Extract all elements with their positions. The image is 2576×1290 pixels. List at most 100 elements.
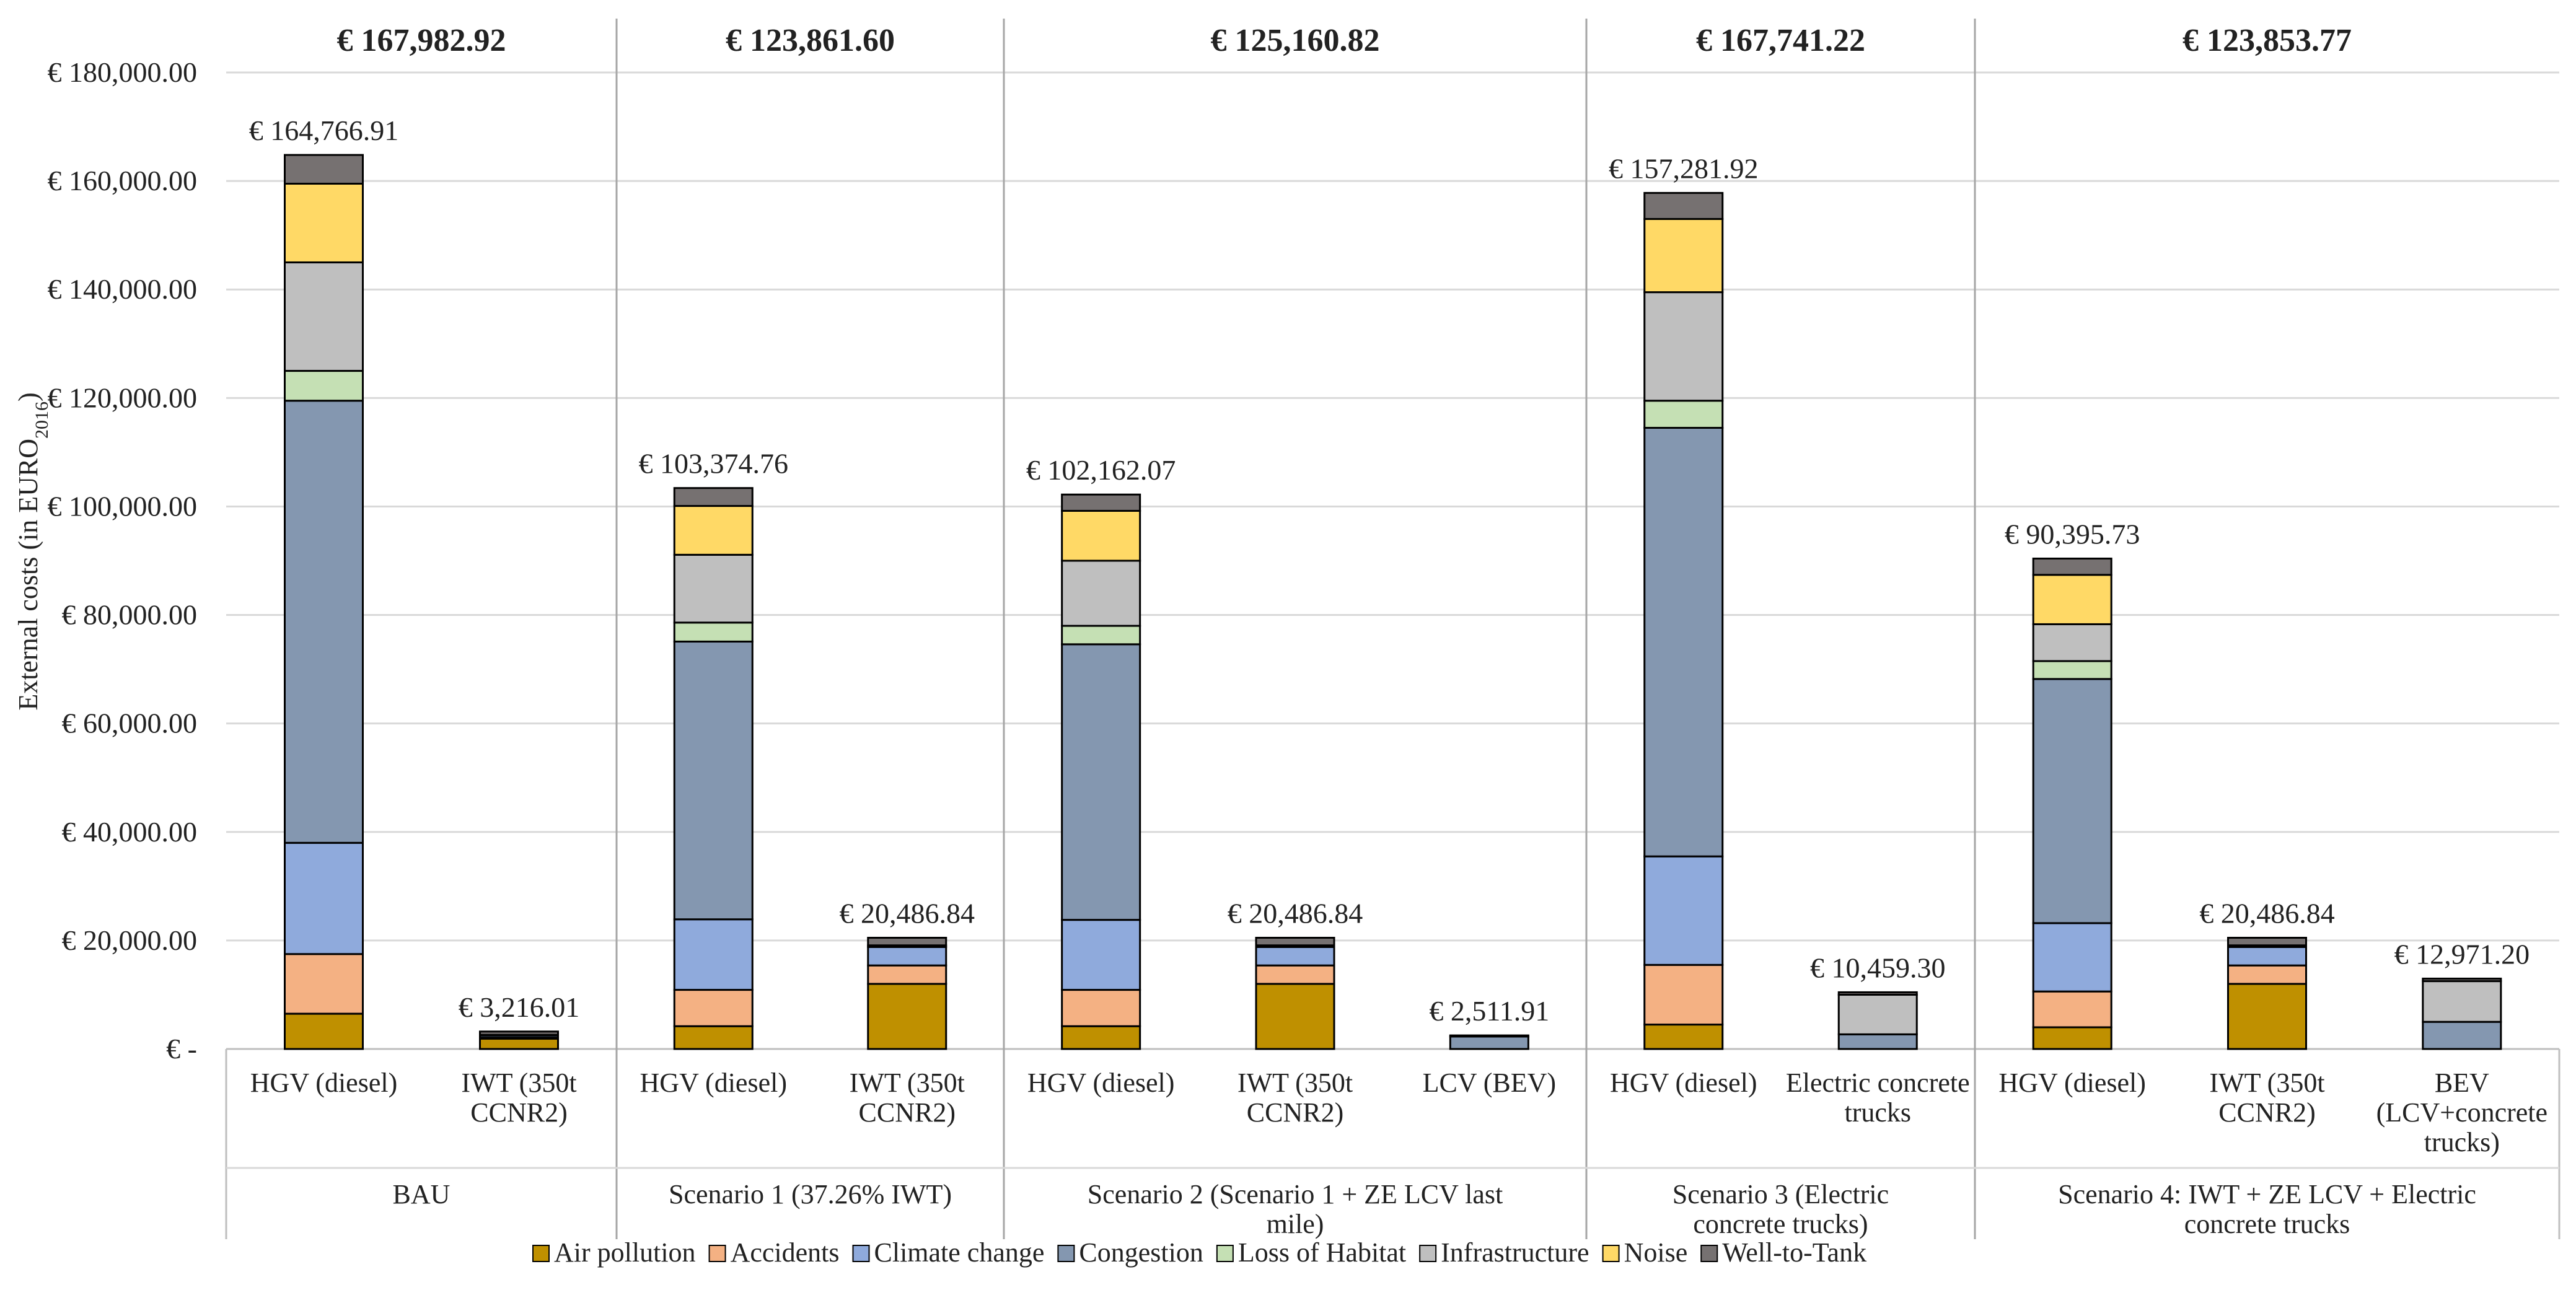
group-name-label: Scenario 1 (37.26% IWT) <box>669 1179 952 1209</box>
bar-segment-climate-change <box>673 918 754 991</box>
bar-segment-air-pollution <box>2032 1026 2112 1050</box>
bar-segment-air-pollution <box>2227 983 2307 1050</box>
legend-swatch <box>1602 1245 1620 1262</box>
group-name-label: BAU <box>393 1179 451 1209</box>
bar-segment-air-pollution <box>479 1037 559 1050</box>
legend-item: Noise <box>1602 1237 1688 1268</box>
legend-label: Noise <box>1624 1237 1688 1268</box>
legend-item: Accidents <box>708 1237 840 1268</box>
legend-label: Well-to-Tank <box>1722 1237 1866 1268</box>
bar-total-label: € 103,374.76 <box>639 448 789 480</box>
x-category-label: HGV (diesel) <box>1998 1068 2145 1098</box>
legend-swatch <box>1216 1245 1234 1262</box>
bar-segment-air-pollution <box>1061 1025 1141 1050</box>
bar-segment-noise <box>284 182 364 263</box>
x-category-label: HGV (diesel) <box>640 1068 787 1098</box>
legend-swatch <box>1057 1245 1075 1262</box>
y-tick-label: € 160,000.00 <box>48 165 198 196</box>
bar-segment-well-to-tank <box>2422 977 2502 983</box>
bar-segment-congestion <box>1837 1033 1918 1050</box>
plot-area: € - € 20,000.00 € 40,000.00 € 60,000.00 € 80… <box>48 19 2561 1239</box>
bar-segment-infrastructure <box>1449 1034 1529 1038</box>
bar-total-label: € 20,486.84 <box>1228 898 1363 929</box>
x-category-label: HGV (diesel) <box>1610 1068 1757 1098</box>
legend-label: Accidents <box>731 1237 840 1268</box>
bar-segment-infrastructure <box>673 553 754 624</box>
bar-segment-accidents <box>2227 964 2307 985</box>
bar-segment-noise <box>1643 217 1724 294</box>
bar-total-label: € 3,216.01 <box>459 991 580 1023</box>
bar-segment-well-to-tank <box>673 487 754 507</box>
y-tick-label: € - <box>166 1033 197 1064</box>
legend-item: Infrastructure <box>1419 1237 1589 1268</box>
legend-swatch <box>708 1245 726 1262</box>
bar-segment-climate-change <box>1643 855 1724 966</box>
bar-segment-noise <box>1061 509 1141 562</box>
bar-segment-infrastructure <box>284 261 364 372</box>
bar-segment-infrastructure <box>1643 291 1724 402</box>
bar-segment-well-to-tank <box>284 154 364 185</box>
group-total-label: € 125,160.82 <box>1211 23 1380 58</box>
legend-swatch <box>532 1245 550 1262</box>
x-category-label: BEV (LCV+concrete trucks) <box>2376 1068 2547 1157</box>
bar-segment-congestion <box>284 400 364 844</box>
x-category-label: IWT (350t CCNR2) <box>1237 1068 1353 1128</box>
bar-segment-congestion <box>1061 643 1141 921</box>
legend-item: Air pollution <box>532 1237 696 1268</box>
y-tick-label: € 20,000.00 <box>62 924 198 956</box>
y-axis-title: External costs (in EURO2016) <box>13 392 52 710</box>
bar-total-label: € 157,281.92 <box>1609 152 1759 184</box>
bar-segment-air-pollution <box>1255 983 1335 1050</box>
y-tick-label: € 180,000.00 <box>48 56 198 88</box>
bar-segment-well-to-tank <box>1837 991 1918 996</box>
bar-segment-accidents <box>1061 989 1141 1027</box>
bar-segment-noise <box>673 505 754 556</box>
group-total-label: € 167,741.22 <box>1696 23 1865 58</box>
bar-segment-accidents <box>1643 963 1724 1026</box>
legend-item: Congestion <box>1057 1237 1203 1268</box>
bar-segment-congestion <box>1449 1035 1529 1050</box>
bar-segment-accidents <box>673 989 754 1027</box>
legend-item: Climate change <box>852 1237 1045 1268</box>
x-category-label: HGV (diesel) <box>1027 1068 1174 1098</box>
bar-segment-congestion <box>2032 678 2112 924</box>
legend-label: Infrastructure <box>1441 1237 1589 1268</box>
x-category-label: IWT (350t CCNR2) <box>461 1068 576 1128</box>
bar-segment-accidents <box>284 953 364 1015</box>
x-category-label: IWT (350t CCNR2) <box>2209 1068 2324 1128</box>
bar-segment-climate-change <box>2032 922 2112 993</box>
bar-total-label: € 164,766.91 <box>249 115 399 146</box>
bar-total-label: € 90,395.73 <box>2005 518 2140 550</box>
bar-segment-well-to-tank <box>1643 191 1724 220</box>
y-tick-label: € 60,000.00 <box>62 708 198 739</box>
bar-segment-well-to-tank <box>2227 937 2307 947</box>
bar-segment-climate-change <box>284 841 364 955</box>
legend: Air pollution Accidents Climate change Cong… <box>532 1237 1866 1268</box>
bar-segment-accidents <box>867 964 947 985</box>
bar-segment-air-pollution <box>867 983 947 1050</box>
bar-segment-accidents <box>1255 964 1335 985</box>
bar-segment-loss-of-habitat <box>284 370 364 402</box>
x-category-label: LCV (BEV) <box>1423 1068 1557 1098</box>
bar-segment-air-pollution <box>673 1025 754 1050</box>
y-tick-label: € 40,000.00 <box>62 816 198 848</box>
legend-label: Loss of Habitat <box>1238 1237 1406 1268</box>
bar-segment-congestion <box>1643 426 1724 858</box>
y-tick-label: € 100,000.00 <box>48 490 198 522</box>
bar-total-label: € 10,459.30 <box>1810 952 1946 983</box>
bar-segment-accidents <box>2032 990 2112 1029</box>
bar-segment-well-to-tank <box>2032 557 2112 576</box>
bar-segment-climate-change <box>867 946 947 967</box>
bar-segment-loss-of-habitat <box>1643 400 1724 429</box>
bar-segment-climate-change <box>2227 946 2307 967</box>
group-total-label: € 167,982.92 <box>337 23 506 58</box>
group-name-label: Scenario 2 (Scenario 1 + ZE LCV last mile… <box>1088 1179 1503 1239</box>
bar-segment-infrastructure <box>1837 993 1918 1035</box>
bar-segment-climate-change <box>1255 946 1335 967</box>
group-name-label: Scenario 4: IWT + ZE LCV + Electric concr… <box>2058 1179 2476 1239</box>
legend-label: Climate change <box>874 1237 1045 1268</box>
x-category-label: IWT (350t CCNR2) <box>850 1068 965 1128</box>
legend-item: Well-to-Tank <box>1700 1237 1866 1268</box>
bar-segment-congestion <box>2422 1020 2502 1050</box>
